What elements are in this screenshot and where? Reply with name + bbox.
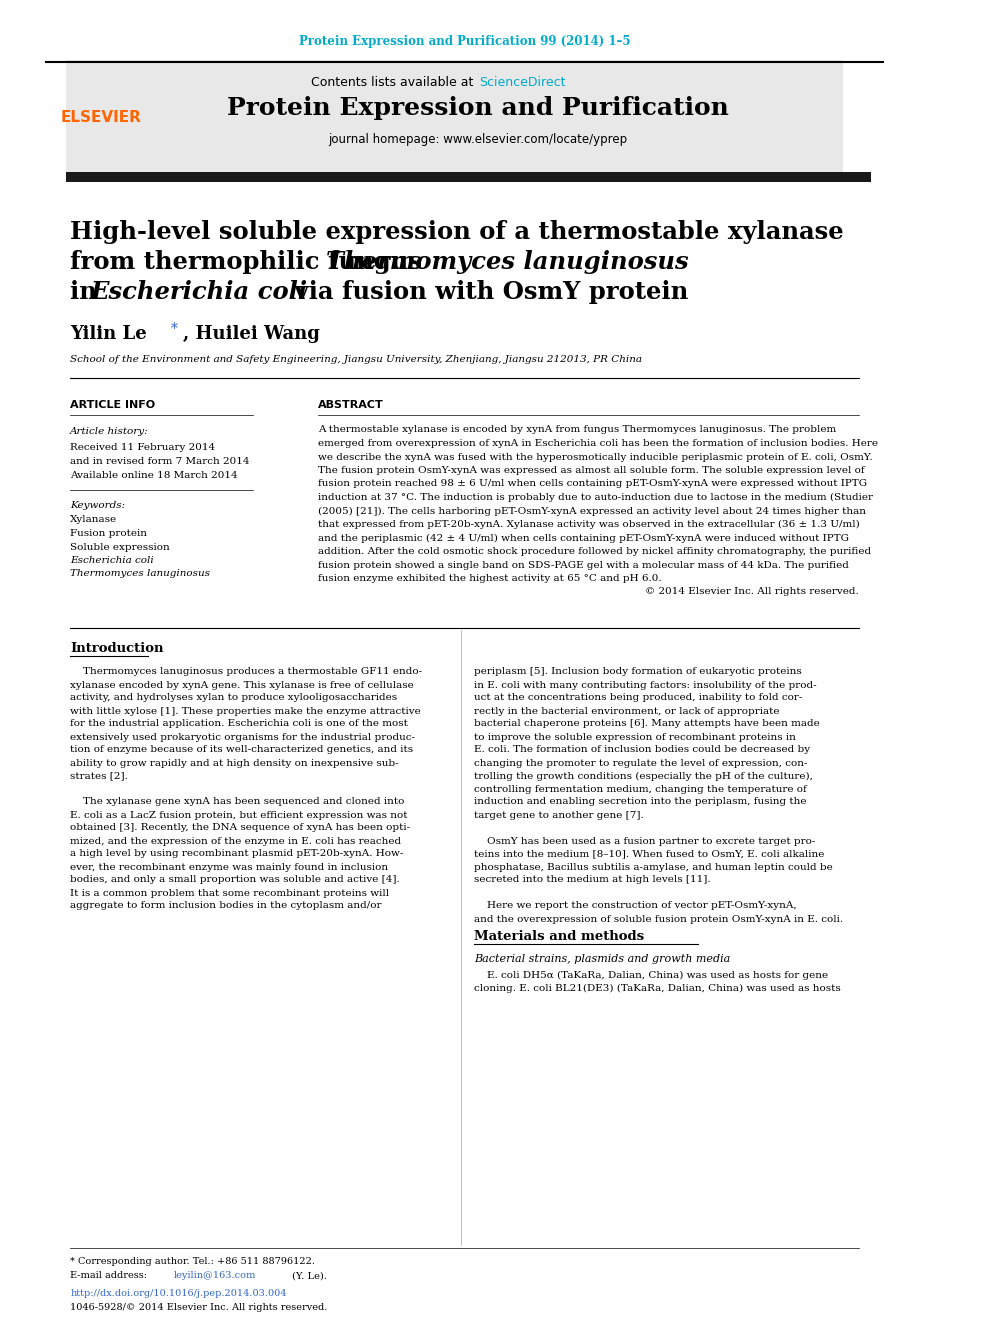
Text: Yilin Le: Yilin Le bbox=[70, 325, 147, 343]
Text: ELSEVIER: ELSEVIER bbox=[61, 111, 142, 126]
Text: changing the promoter to regulate the level of expression, con-: changing the promoter to regulate the le… bbox=[474, 758, 807, 767]
Text: Fusion protein: Fusion protein bbox=[70, 529, 147, 538]
Text: ScienceDirect: ScienceDirect bbox=[479, 75, 566, 89]
Text: trolling the growth conditions (especially the pH of the culture),: trolling the growth conditions (especial… bbox=[474, 771, 812, 781]
Text: uct at the concentrations being produced, inability to fold cor-: uct at the concentrations being produced… bbox=[474, 693, 803, 703]
Text: A thermostable xylanase is encoded by xynA from fungus Thermomyces lanuginosus. : A thermostable xylanase is encoded by xy… bbox=[318, 426, 836, 434]
Text: emerged from overexpression of xynA in Escherichia coli has been the formation o: emerged from overexpression of xynA in E… bbox=[318, 439, 879, 448]
Text: in: in bbox=[70, 280, 105, 304]
Text: via fusion with OsmY protein: via fusion with OsmY protein bbox=[286, 280, 687, 304]
Text: The fusion protein OsmY-xynA was expressed as almost all soluble form. The solub: The fusion protein OsmY-xynA was express… bbox=[318, 466, 865, 475]
Text: strates [2].: strates [2]. bbox=[70, 771, 128, 781]
Text: Keywords:: Keywords: bbox=[70, 501, 125, 511]
Text: secreted into the medium at high levels [11].: secreted into the medium at high levels … bbox=[474, 876, 710, 885]
Text: Soluble expression: Soluble expression bbox=[70, 542, 170, 552]
Text: and in revised form 7 March 2014: and in revised form 7 March 2014 bbox=[70, 458, 250, 467]
Text: and the overexpression of soluble fusion protein OsmY-xynA in E. coli.: and the overexpression of soluble fusion… bbox=[474, 914, 843, 923]
Text: Thermomyces lanuginosus: Thermomyces lanuginosus bbox=[326, 250, 688, 274]
Text: E. coli as a LacZ fusion protein, but efficient expression was not: E. coli as a LacZ fusion protein, but ef… bbox=[70, 811, 408, 819]
Text: Received 11 February 2014: Received 11 February 2014 bbox=[70, 443, 215, 452]
Text: induction and enabling secretion into the periplasm, fusing the: induction and enabling secretion into th… bbox=[474, 798, 806, 807]
Text: fusion protein showed a single band on SDS-PAGE gel with a molecular mass of 44 : fusion protein showed a single band on S… bbox=[318, 561, 849, 569]
Bar bbox=[65, 60, 843, 175]
Text: ARTICLE INFO: ARTICLE INFO bbox=[70, 400, 156, 410]
Text: School of the Environment and Safety Engineering, Jiangsu University, Zhenjiang,: School of the Environment and Safety Eng… bbox=[70, 356, 642, 365]
Text: periplasm [5]. Inclusion body formation of eukaryotic proteins: periplasm [5]. Inclusion body formation … bbox=[474, 668, 802, 676]
Text: OsmY has been used as a fusion partner to excrete target pro-: OsmY has been used as a fusion partner t… bbox=[474, 836, 815, 845]
Text: Escherichia coli: Escherichia coli bbox=[70, 556, 154, 565]
Text: E. coli DH5α (TaKaRa, Dalian, China) was used as hosts for gene: E. coli DH5α (TaKaRa, Dalian, China) was… bbox=[474, 971, 828, 979]
Text: addition. After the cold osmotic shock procedure followed by nickel affinity chr: addition. After the cold osmotic shock p… bbox=[318, 546, 872, 556]
Text: Protein Expression and Purification: Protein Expression and Purification bbox=[227, 97, 728, 120]
Text: we describe the xynA was fused with the hyperosmotically inducible periplasmic p: we describe the xynA was fused with the … bbox=[318, 452, 873, 462]
Text: in E. coli with many contributing factors: insolubility of the prod-: in E. coli with many contributing factor… bbox=[474, 680, 816, 689]
Text: Here we report the construction of vector pET-OsmY-xynA,: Here we report the construction of vecto… bbox=[474, 901, 797, 910]
Text: with little xylose [1]. These properties make the enzyme attractive: with little xylose [1]. These properties… bbox=[70, 706, 421, 716]
Text: for the industrial application. Escherichia coli is one of the most: for the industrial application. Escheric… bbox=[70, 720, 408, 729]
Text: (2005) [21]). The cells harboring pET-OsmY-xynA expressed an activity level abou: (2005) [21]). The cells harboring pET-Os… bbox=[318, 507, 866, 516]
Text: xylanase encoded by xynA gene. This xylanase is free of cellulase: xylanase encoded by xynA gene. This xyla… bbox=[70, 680, 414, 689]
Text: rectly in the bacterial environment, or lack of appropriate: rectly in the bacterial environment, or … bbox=[474, 706, 780, 716]
Text: Escherichia coli: Escherichia coli bbox=[91, 280, 308, 304]
Text: tion of enzyme because of its well-characterized genetics, and its: tion of enzyme because of its well-chara… bbox=[70, 745, 414, 754]
Text: Xylanase: Xylanase bbox=[70, 516, 117, 524]
Text: © 2014 Elsevier Inc. All rights reserved.: © 2014 Elsevier Inc. All rights reserved… bbox=[645, 587, 859, 597]
Text: E. coli. The formation of inclusion bodies could be decreased by: E. coli. The formation of inclusion bodi… bbox=[474, 745, 810, 754]
Text: bacterial chaperone proteins [6]. Many attempts have been made: bacterial chaperone proteins [6]. Many a… bbox=[474, 720, 819, 729]
Text: a high level by using recombinant plasmid pET-20b-xynA. How-: a high level by using recombinant plasmi… bbox=[70, 849, 404, 859]
Text: ability to grow rapidly and at high density on inexpensive sub-: ability to grow rapidly and at high dens… bbox=[70, 758, 399, 767]
Text: (Y. Le).: (Y. Le). bbox=[290, 1271, 327, 1281]
Text: induction at 37 °C. The induction is probably due to auto-induction due to lacto: induction at 37 °C. The induction is pro… bbox=[318, 493, 873, 501]
Text: , Huilei Wang: , Huilei Wang bbox=[183, 325, 319, 343]
Text: Materials and methods: Materials and methods bbox=[474, 930, 644, 943]
Bar bbox=[65, 172, 871, 183]
Text: activity, and hydrolyses xylan to produce xylooligosaccharides: activity, and hydrolyses xylan to produc… bbox=[70, 693, 398, 703]
Text: High-level soluble expression of a thermostable xylanase: High-level soluble expression of a therm… bbox=[70, 220, 844, 243]
Text: obtained [3]. Recently, the DNA sequence of xynA has been opti-: obtained [3]. Recently, the DNA sequence… bbox=[70, 823, 411, 832]
Text: target gene to another gene [7].: target gene to another gene [7]. bbox=[474, 811, 644, 819]
Text: * Corresponding author. Tel.: +86 511 88796122.: * Corresponding author. Tel.: +86 511 88… bbox=[70, 1257, 315, 1266]
Text: Bacterial strains, plasmids and growth media: Bacterial strains, plasmids and growth m… bbox=[474, 954, 730, 964]
Text: that expressed from pET-20b-xynA. Xylanase activity was observed in the extracel: that expressed from pET-20b-xynA. Xylana… bbox=[318, 520, 860, 529]
Text: E-mail address:: E-mail address: bbox=[70, 1271, 151, 1281]
Text: aggregate to form inclusion bodies in the cytoplasm and/or: aggregate to form inclusion bodies in th… bbox=[70, 901, 382, 910]
Text: to improve the soluble expression of recombinant proteins in: to improve the soluble expression of rec… bbox=[474, 733, 796, 741]
Text: ever, the recombinant enzyme was mainly found in inclusion: ever, the recombinant enzyme was mainly … bbox=[70, 863, 388, 872]
Text: fusion protein reached 98 ± 6 U/ml when cells containing pET-OsmY-xynA were expr: fusion protein reached 98 ± 6 U/ml when … bbox=[318, 479, 868, 488]
Text: It is a common problem that some recombinant proteins will: It is a common problem that some recombi… bbox=[70, 889, 390, 897]
Text: journal homepage: www.elsevier.com/locate/yprep: journal homepage: www.elsevier.com/locat… bbox=[328, 134, 627, 147]
Text: *: * bbox=[171, 321, 178, 336]
Text: extensively used prokaryotic organisms for the industrial produc-: extensively used prokaryotic organisms f… bbox=[70, 733, 416, 741]
Text: ABSTRACT: ABSTRACT bbox=[318, 400, 384, 410]
Text: leyilin@163.com: leyilin@163.com bbox=[175, 1271, 257, 1281]
Text: 1046-5928/© 2014 Elsevier Inc. All rights reserved.: 1046-5928/© 2014 Elsevier Inc. All right… bbox=[70, 1303, 327, 1311]
Text: mized, and the expression of the enzyme in E. coli has reached: mized, and the expression of the enzyme … bbox=[70, 836, 402, 845]
Text: teins into the medium [8–10]. When fused to OsmY, E. coli alkaline: teins into the medium [8–10]. When fused… bbox=[474, 849, 824, 859]
Text: Introduction: Introduction bbox=[70, 642, 164, 655]
Text: bodies, and only a small proportion was soluble and active [4].: bodies, and only a small proportion was … bbox=[70, 876, 400, 885]
Text: and the periplasmic (42 ± 4 U/ml) when cells containing pET-OsmY-xynA were induc: and the periplasmic (42 ± 4 U/ml) when c… bbox=[318, 533, 849, 542]
Text: Contents lists available at: Contents lists available at bbox=[311, 75, 477, 89]
Text: from thermophilic fungus: from thermophilic fungus bbox=[70, 250, 431, 274]
Text: http://dx.doi.org/10.1016/j.pep.2014.03.004: http://dx.doi.org/10.1016/j.pep.2014.03.… bbox=[70, 1289, 287, 1298]
Text: phosphatase, Bacillus subtilis a-amylase, and human leptin could be: phosphatase, Bacillus subtilis a-amylase… bbox=[474, 863, 832, 872]
Text: cloning. E. coli BL21(DE3) (TaKaRa, Dalian, China) was used as hosts: cloning. E. coli BL21(DE3) (TaKaRa, Dali… bbox=[474, 983, 840, 992]
Text: Available online 18 March 2014: Available online 18 March 2014 bbox=[70, 471, 238, 480]
Text: fusion enzyme exhibited the highest activity at 65 °C and pH 6.0.: fusion enzyme exhibited the highest acti… bbox=[318, 574, 662, 583]
Text: Article history:: Article history: bbox=[70, 427, 149, 437]
Text: controlling fermentation medium, changing the temperature of: controlling fermentation medium, changin… bbox=[474, 785, 806, 794]
Text: Protein Expression and Purification 99 (2014) 1–5: Protein Expression and Purification 99 (… bbox=[299, 36, 630, 49]
Text: The xylanase gene xynA has been sequenced and cloned into: The xylanase gene xynA has been sequence… bbox=[70, 798, 405, 807]
Text: Thermomyces lanuginosus produces a thermostable GF11 endo-: Thermomyces lanuginosus produces a therm… bbox=[70, 668, 423, 676]
Text: Thermomyces lanuginosus: Thermomyces lanuginosus bbox=[70, 569, 210, 578]
